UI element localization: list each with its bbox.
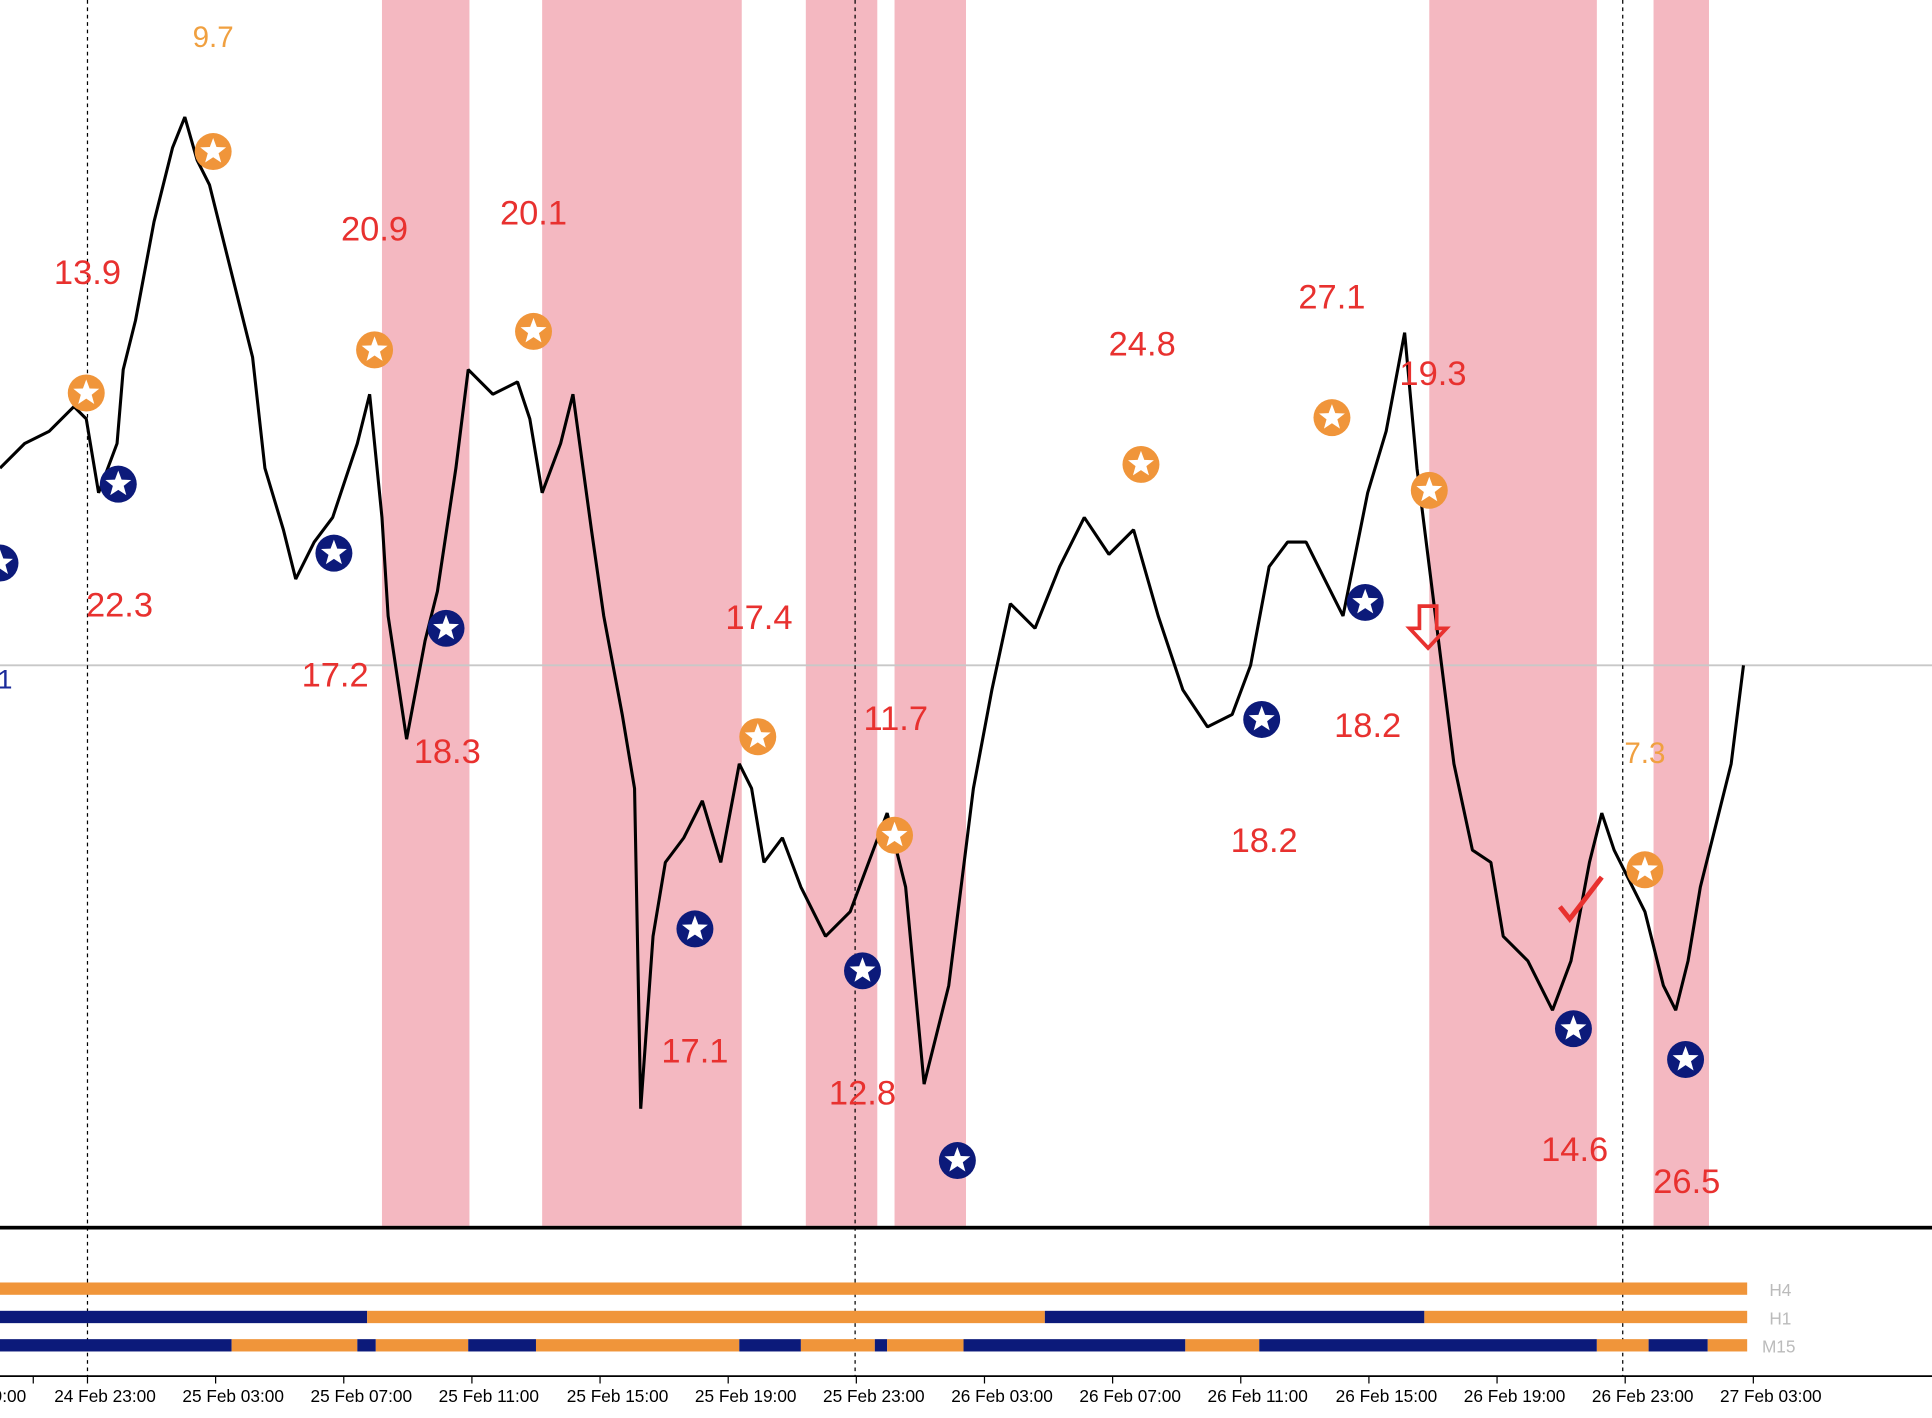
timeframe-segment bbox=[739, 1339, 801, 1352]
timeframe-segment bbox=[1596, 1339, 1649, 1352]
timeframe-label: H1 bbox=[1769, 1308, 1791, 1328]
annotation: 20.9 bbox=[341, 211, 408, 249]
timeframe-segment bbox=[963, 1339, 1186, 1352]
session-band bbox=[381, 0, 470, 1226]
time-label: 26 Feb 07:00 bbox=[1079, 1386, 1181, 1406]
annotation: 18.2 bbox=[1231, 822, 1298, 860]
session-band bbox=[805, 0, 878, 1226]
session-band bbox=[542, 0, 742, 1226]
timeframe-segment bbox=[1424, 1310, 1748, 1324]
timeframe-segment bbox=[375, 1339, 469, 1352]
star-icon bbox=[681, 915, 708, 940]
annotation: 19.3 bbox=[1399, 355, 1466, 393]
timeframe-segment bbox=[1648, 1339, 1708, 1352]
timeframe-bars bbox=[0, 1282, 1748, 1352]
star-icon bbox=[1672, 1045, 1699, 1071]
time-label: 26 Feb 11:00 bbox=[1208, 1386, 1308, 1406]
annotation: 18.2 bbox=[1334, 707, 1401, 745]
annotation: 17.2 bbox=[302, 657, 369, 695]
star-icon bbox=[1128, 450, 1154, 476]
timeframe-segment bbox=[0, 1282, 1748, 1295]
star-icon bbox=[1631, 856, 1658, 881]
time-label: 27 Feb 03:00 bbox=[1720, 1386, 1822, 1406]
timeframe-segment bbox=[535, 1339, 740, 1352]
star-markers bbox=[0, 133, 1705, 1179]
star-icon bbox=[433, 614, 459, 640]
star-icon bbox=[0, 549, 13, 574]
star-icon bbox=[520, 317, 547, 343]
star-icon bbox=[1560, 1015, 1587, 1040]
time-label: 25 Feb 23:00 bbox=[823, 1386, 925, 1406]
star-icon bbox=[881, 821, 908, 847]
timeframe-segment bbox=[0, 1339, 232, 1352]
time-label: 24 Feb 23:00 bbox=[54, 1386, 156, 1406]
session-bands bbox=[381, 0, 1709, 1226]
star-icon bbox=[1248, 705, 1275, 731]
annotation: 17.1 bbox=[661, 1032, 728, 1070]
time-label: 25 Feb 03:00 bbox=[182, 1386, 284, 1406]
time-label: 9:00 bbox=[0, 1386, 26, 1406]
timeframe-segment bbox=[1707, 1339, 1748, 1352]
timeframe-segment bbox=[1259, 1339, 1597, 1352]
time-label: 25 Feb 07:00 bbox=[311, 1386, 413, 1406]
period-separators bbox=[86, 0, 1624, 1377]
time-label: 26 Feb 15:00 bbox=[1336, 1386, 1438, 1406]
star-marker bbox=[0, 544, 19, 582]
annotation: 12.8 bbox=[829, 1074, 896, 1112]
star-icon bbox=[73, 379, 100, 404]
time-label: 25 Feb 19:00 bbox=[695, 1386, 797, 1406]
time-axis: 9:00 24 Feb 23:00 25 Feb 03:00 25 Feb 07:00… bbox=[0, 1376, 1822, 1406]
star-icon bbox=[1416, 476, 1443, 502]
timeframe-segment bbox=[800, 1339, 875, 1352]
time-label: 26 Feb 23:00 bbox=[1592, 1386, 1694, 1406]
timeframe-segment bbox=[887, 1339, 964, 1352]
time-label: 26 Feb 19:00 bbox=[1464, 1386, 1566, 1406]
annotation: 14.6 bbox=[1541, 1131, 1608, 1169]
star-icon bbox=[361, 336, 388, 361]
time-label: 26 Feb 03:00 bbox=[951, 1386, 1053, 1406]
timeframe-segment bbox=[1044, 1310, 1425, 1324]
annotation: 7.3 bbox=[1624, 737, 1665, 770]
signal-markers bbox=[1405, 604, 1604, 924]
pane-separator bbox=[0, 1225, 1932, 1230]
star-icon bbox=[320, 539, 347, 565]
session-band bbox=[1653, 0, 1709, 1226]
annotation: 17.4 bbox=[725, 599, 792, 637]
star-icon bbox=[1352, 588, 1379, 614]
price-series bbox=[0, 116, 1746, 1109]
time-label: 25 Feb 15:00 bbox=[567, 1386, 669, 1406]
annotation: 1 bbox=[0, 663, 12, 694]
timeframe-segment bbox=[357, 1339, 376, 1352]
timeframe-segment bbox=[0, 1310, 368, 1324]
timeframe-label: H4 bbox=[1769, 1280, 1791, 1300]
annotation: 24.8 bbox=[1109, 325, 1176, 363]
star-icon bbox=[1319, 404, 1345, 429]
star-icon bbox=[200, 137, 227, 163]
annotations: 9.7 13.9 22.3 20.9 20.1 17.2 18.3 17.4 1… bbox=[0, 21, 1720, 1201]
annotation: 20.1 bbox=[500, 195, 567, 233]
timeframe-segment bbox=[231, 1339, 358, 1352]
timeframe-segment bbox=[874, 1339, 888, 1352]
annotation: 11.7 bbox=[863, 700, 928, 738]
annotation: 27.1 bbox=[1298, 278, 1365, 316]
annotation: 13.9 bbox=[54, 254, 121, 292]
timeframe-segment bbox=[367, 1310, 1045, 1324]
time-label: 25 Feb 11:00 bbox=[439, 1386, 539, 1406]
annotation: 22.3 bbox=[86, 586, 153, 624]
timeframe-segment bbox=[468, 1339, 536, 1352]
annotation: 26.5 bbox=[1653, 1163, 1720, 1201]
session-band bbox=[894, 0, 966, 1226]
star-icon bbox=[849, 957, 876, 982]
annotation: 9.7 bbox=[193, 21, 234, 54]
star-icon bbox=[744, 723, 771, 748]
timeframe-label: M15 bbox=[1762, 1337, 1796, 1357]
star-icon bbox=[105, 470, 132, 496]
star-icon bbox=[944, 1146, 971, 1172]
annotation: 18.3 bbox=[414, 733, 481, 771]
timeframe-segment bbox=[1185, 1339, 1260, 1352]
